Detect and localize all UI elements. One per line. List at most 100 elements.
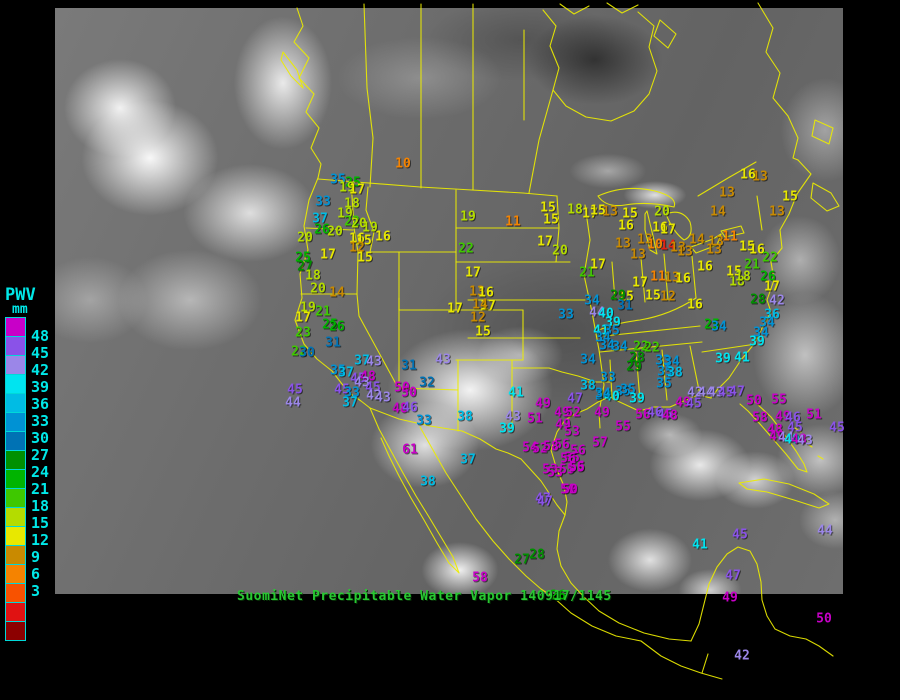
station-pwv-value: 15 — [590, 203, 606, 219]
station-pwv-value: 45 — [287, 382, 303, 398]
station-pwv-value: 13 — [637, 232, 653, 248]
station-pwv-value: 22 — [458, 241, 474, 257]
station-pwv-value: 34 — [711, 319, 727, 335]
station-pwv-value: 13 — [677, 244, 693, 260]
station-pwv-value: 30 — [299, 345, 315, 361]
station-pwv-value: 19 — [362, 220, 378, 236]
station-pwv-value: 42 — [366, 388, 382, 404]
legend-swatch — [5, 393, 26, 413]
legend-tick-label: 48 — [31, 327, 50, 345]
station-pwv-value: 39 — [715, 351, 731, 367]
legend-tick-label: 42 — [31, 361, 50, 379]
station-pwv-value: 44 — [817, 523, 833, 539]
station-pwv-value: 31 — [401, 358, 417, 374]
station-pwv-value: 45 — [686, 396, 702, 412]
station-pwv-value: 34 — [595, 330, 611, 346]
legend-tick-label: 27 — [31, 446, 50, 464]
station-pwv-value: 45 — [787, 420, 803, 436]
station-pwv-value: 34 — [595, 388, 611, 404]
station-pwv-value: 29 — [626, 359, 642, 375]
station-pwv-value: 35 — [330, 363, 346, 379]
station-pwv-value: 55 — [569, 460, 585, 476]
pwv-legend: PWV mm 48 45 42 39 36 33 30 27 24 21 18 15 12 9 6 3 — [5, 287, 57, 641]
legend-unit: mm — [12, 302, 28, 317]
station-pwv-value: 16 — [675, 271, 691, 287]
station-pwv-value: 15 — [543, 212, 559, 228]
station-pwv-value: 11 — [505, 214, 521, 230]
station-pwv-value: 28 — [750, 292, 766, 308]
station-pwv-value: 14 — [660, 238, 676, 254]
station-pwv-value: 34 — [759, 315, 775, 331]
station-pwv-value: 15 — [782, 189, 798, 205]
station-pwv-value: 48 — [767, 422, 783, 438]
station-pwv-value: 35 — [330, 172, 346, 188]
station-pwv-value: 47 — [535, 491, 551, 507]
station-pwv-value: 20 — [310, 281, 326, 297]
station-pwv-value: 58 — [472, 570, 488, 586]
station-pwv-value: 47 — [567, 391, 583, 407]
product-caption: SuomiNet Precipitable Water Vapor 140917… — [237, 589, 612, 604]
station-pwv-value: 33 — [655, 353, 671, 369]
legend-swatch — [5, 431, 26, 451]
station-pwv-value: 34 — [664, 354, 680, 370]
station-pwv-value: 23 — [295, 325, 311, 341]
station-pwv-value: 39 — [605, 315, 621, 331]
station-pwv-value: 50 — [746, 393, 762, 409]
legend-tick-label: 9 — [31, 548, 41, 566]
station-pwv-value: 26 — [329, 319, 345, 335]
station-pwv-value: 22 — [762, 250, 778, 266]
station-pwv-value: 45 — [350, 371, 366, 387]
station-pwv-value: 13 — [719, 185, 735, 201]
station-pwv-value: 10 — [395, 156, 411, 172]
station-pwv-value: 43 — [435, 352, 451, 368]
legend-swatch — [5, 488, 26, 508]
station-pwv-value: 29 — [610, 288, 626, 304]
station-pwv-value: 12 — [660, 289, 676, 305]
station-pwv-value: 16 — [687, 297, 703, 313]
station-pwv-value: 49 — [775, 409, 791, 425]
station-pwv-value: 55 — [771, 392, 787, 408]
station-pwv-value: 58 — [752, 410, 768, 426]
station-pwv-value: 18 — [344, 196, 360, 212]
station-pwv-value: 35 — [615, 384, 631, 400]
station-pwv-value: 21 — [579, 265, 595, 281]
station-pwv-value: 49 — [535, 396, 551, 412]
station-pwv-value: 40 — [784, 432, 800, 448]
station-pwv-value: 25 — [295, 250, 311, 266]
legend-tick-label: 30 — [31, 429, 50, 447]
legend-swatch — [5, 583, 26, 603]
legend-tick-label: 45 — [31, 344, 50, 362]
station-pwv-value: 40 — [604, 389, 620, 405]
legend-color-scale: 48 45 42 39 36 33 30 27 24 21 18 15 12 9 6 3 — [5, 317, 57, 641]
legend-swatch — [5, 355, 26, 375]
station-pwv-value: 20 — [327, 224, 343, 240]
station-pwv-value: 56 — [569, 459, 585, 475]
station-pwv-value: 17 — [537, 234, 553, 250]
station-pwv-value: 20 — [351, 216, 367, 232]
station-pwv-value: 14 — [710, 204, 726, 220]
station-pwv-value: 35 — [604, 323, 620, 339]
station-pwv-value: 39 — [629, 391, 645, 407]
station-pwv-value: 46 — [647, 405, 663, 421]
station-pwv-value: 11 — [650, 269, 666, 285]
station-pwv-value: 13 — [615, 236, 631, 252]
legend-tick-label: 24 — [31, 463, 50, 481]
station-pwv-value: 36 — [764, 307, 780, 323]
station-pwv-value: 50 — [562, 482, 578, 498]
station-pwv-value: 16 — [652, 220, 668, 236]
station-pwv-value: 37 — [354, 353, 370, 369]
station-pwv-value: 15 — [726, 264, 742, 280]
station-pwv-value: 13 — [602, 204, 618, 220]
station-pwv-value: 15 — [618, 289, 634, 305]
station-pwv-value: 14 — [689, 232, 705, 248]
station-pwv-value: 51 — [806, 407, 822, 423]
station-pwv-value: 49 — [555, 417, 571, 433]
station-pwv-value: 15 — [645, 288, 661, 304]
station-pwv-value: 37 — [338, 365, 354, 381]
station-pwv-value: 17 — [447, 301, 463, 317]
station-pwv-value: 17 — [632, 275, 648, 291]
station-pwv-value: 18 — [567, 202, 583, 218]
station-pwv-value: 42 — [734, 648, 750, 664]
station-pwv-value: 19 — [460, 209, 476, 225]
